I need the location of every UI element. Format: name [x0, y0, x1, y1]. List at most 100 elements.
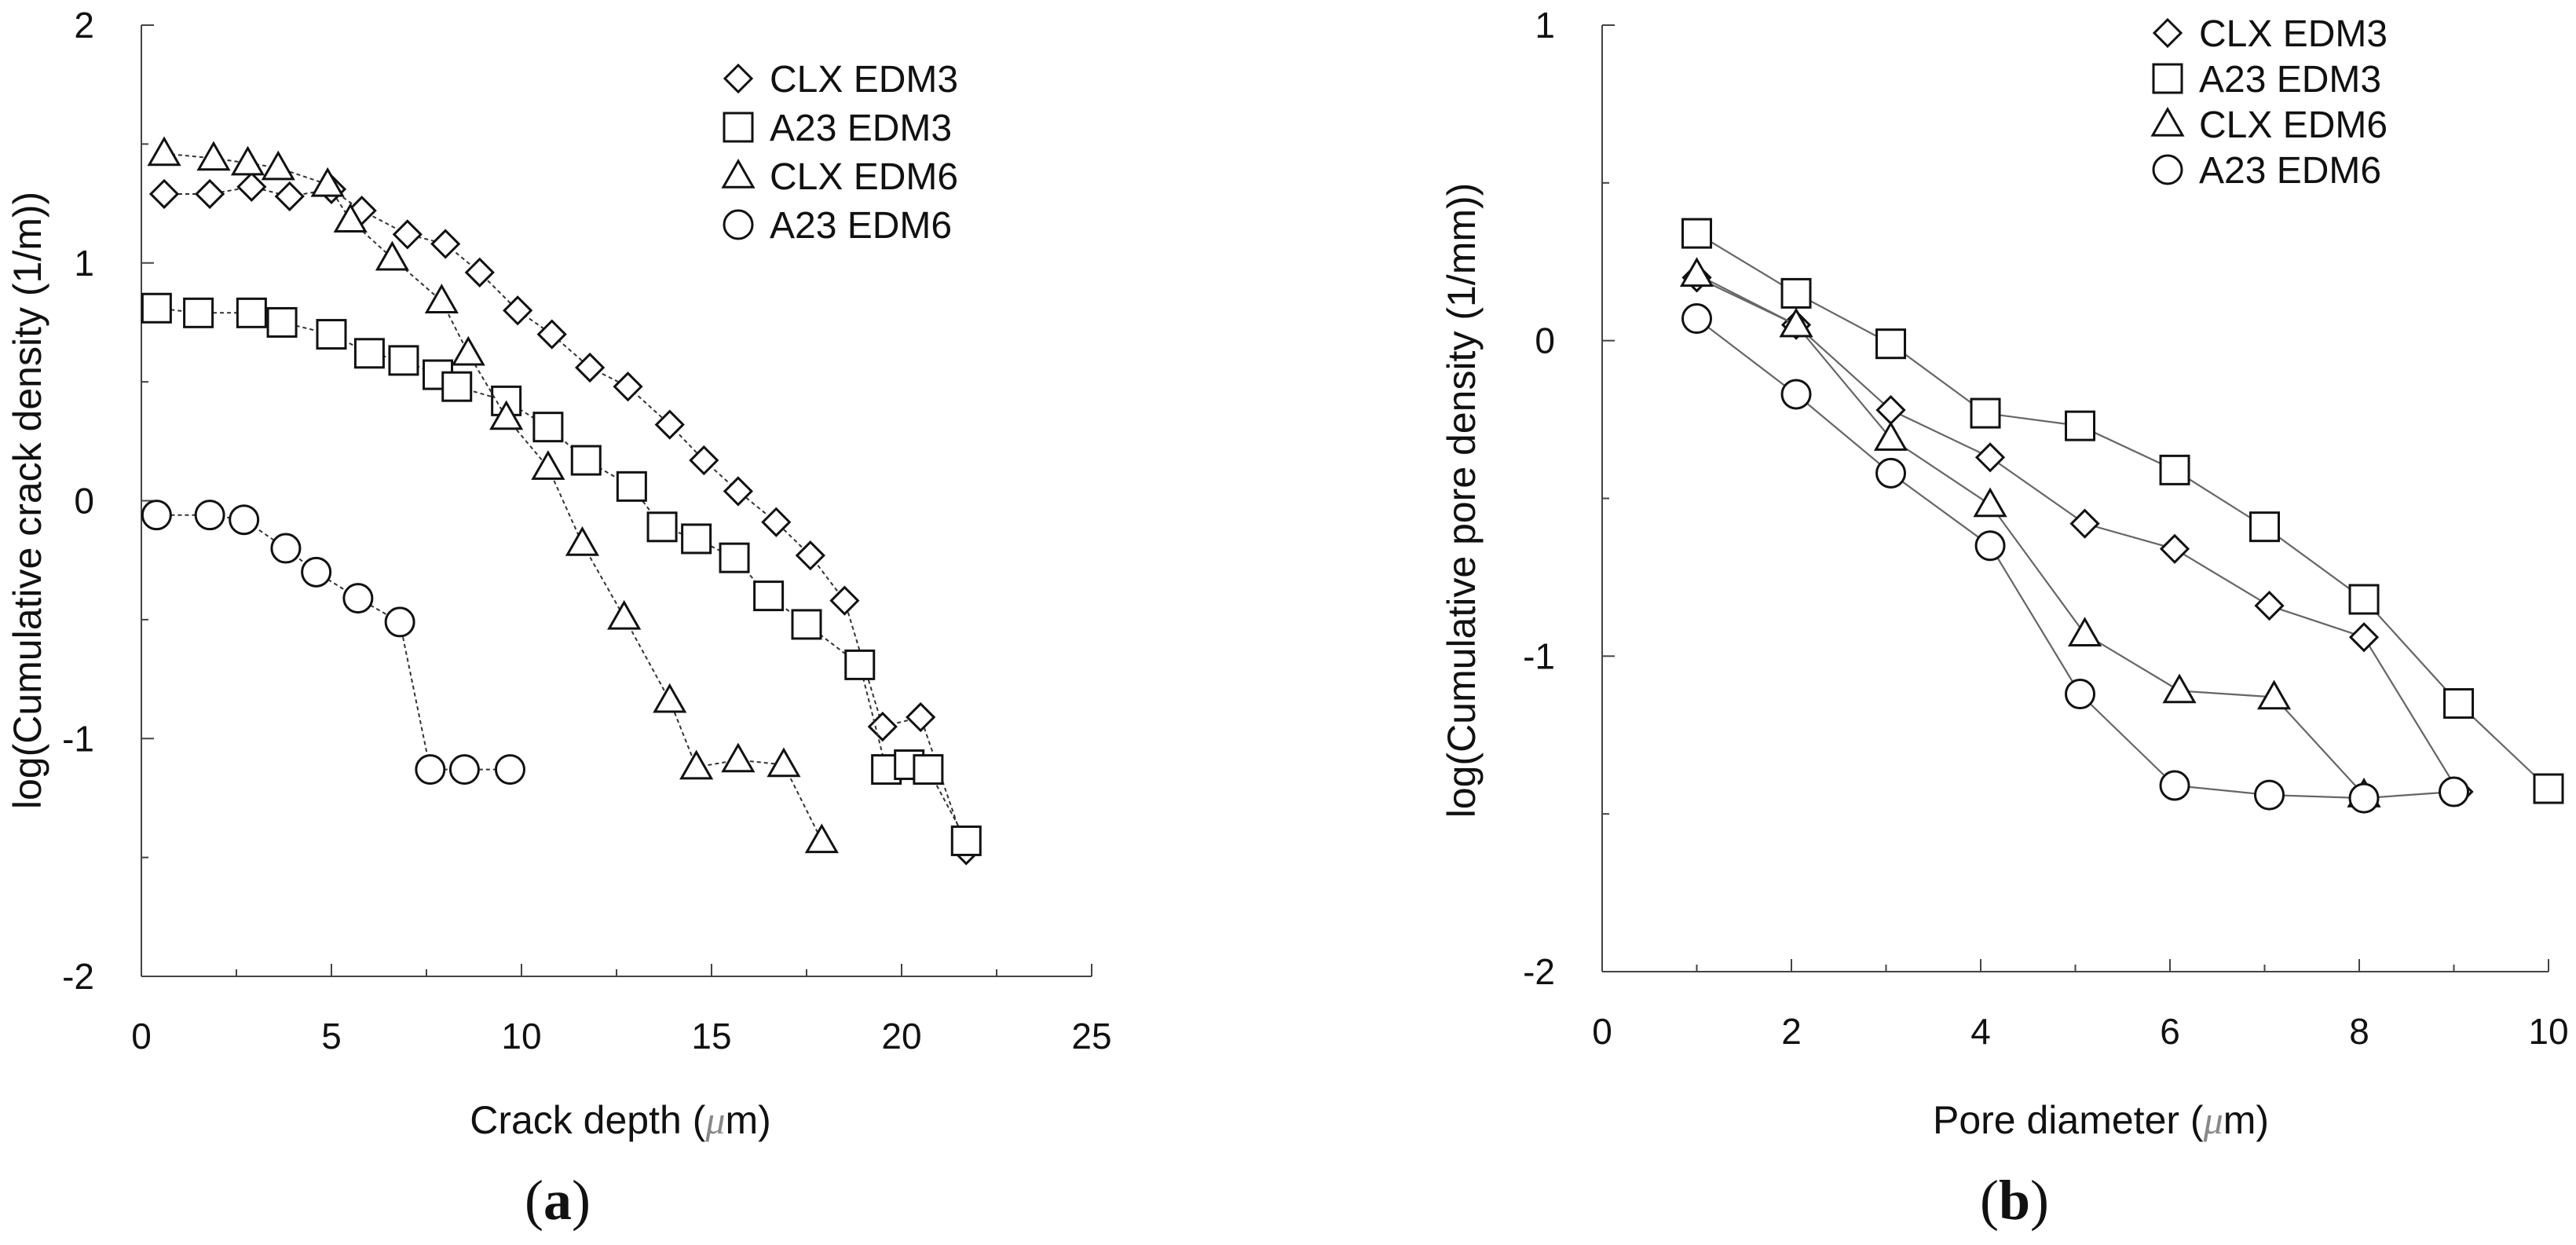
- panel-a-point-clx-edm3: [906, 701, 936, 733]
- panel-b-legend-label: CLX EDM3: [2199, 13, 2388, 55]
- panel-b-point-clx-edm6: [2162, 673, 2197, 704]
- panel-a-point-clx-edm3: [148, 178, 180, 210]
- panel-b-point-a23-edm3: [2443, 688, 2475, 720]
- panel-b-point-a23-edm6: [1875, 457, 1907, 489]
- panel-b-legend-marker-clx-edm3: [2152, 17, 2183, 49]
- panel-b-point-clx-edm6: [1873, 421, 1908, 451]
- panel-b-x-tick-label: 0: [1592, 1011, 1612, 1052]
- panel-b-point-clx-edm3: [2069, 508, 2100, 539]
- panel-a-point-clx-edm6: [679, 749, 714, 780]
- panel-b-point-clx-edm6: [2256, 679, 2292, 710]
- panel-b-point-a23-edm3: [2249, 511, 2280, 543]
- panel-a-point-a23-edm3: [388, 345, 419, 376]
- panel-b-point-clx-edm3: [1974, 442, 2006, 473]
- panel-b-series-line-a23-edm3: [1696, 233, 2549, 789]
- panel-a-point-clx-edm3: [574, 352, 606, 383]
- panel-a-x-axis-label: Crack depth (μm): [470, 1098, 771, 1142]
- panel-a-series-line-a23-edm3: [156, 307, 968, 841]
- panel-a-series-clx-edm6: [147, 136, 839, 854]
- panel-a-point-a23-edm3: [950, 825, 982, 856]
- panel-b-legend-marker-clx-edm6: [2150, 106, 2185, 137]
- panel-a-legend-item-clx-edm6: CLX EDM6: [721, 156, 958, 198]
- panel-a-point-clx-edm6: [147, 136, 181, 167]
- panel-a-legend-label: A23 EDM3: [770, 108, 952, 149]
- panel-a-legend-marker-a23-edm6: [723, 209, 754, 240]
- panel-b-y-axis-label: log(Cumulative pore density (1/mm)): [1440, 183, 1484, 818]
- panel-a-point-clx-edm3: [464, 257, 495, 287]
- panel-a-y-tick-label: 1: [74, 243, 94, 284]
- panel-b-point-a23-edm6: [1780, 379, 1812, 410]
- panel-a-point-clx-edm3: [236, 171, 267, 202]
- panel-a-point-clx-edm6: [804, 823, 839, 854]
- panel-b-point-a23-edm6: [2159, 770, 2190, 801]
- panel-a-point-clx-edm6: [489, 400, 524, 430]
- panel-b-point-clx-edm6: [1679, 257, 1714, 287]
- panel-a-x-tick-label: 0: [131, 1016, 152, 1056]
- panel-b-x-tick-label: 6: [2160, 1011, 2180, 1052]
- panel-a-legend: CLX EDM3 A23 EDM3 CLX EDM6 A23 EDM6: [721, 59, 958, 247]
- panel-a-series-line-clx-edm3: [164, 185, 968, 851]
- panel-a-legend-marker-a23-edm3: [723, 112, 754, 143]
- panel-a-point-clx-edm6: [333, 203, 368, 233]
- panel-b-point-a23-edm3: [1681, 218, 1712, 249]
- panel-b-point-a23-edm6: [2065, 679, 2096, 710]
- panel-a-point-clx-edm6: [424, 284, 459, 313]
- panel-b-legend-marker-a23-edm6: [2152, 154, 2183, 185]
- panel-b-point-clx-edm6: [1779, 307, 1813, 338]
- panel-a-y-axis-label: log(Cumulative crack density (1/m)): [5, 192, 49, 809]
- panel-a-plot-area: [141, 136, 982, 866]
- panel-a-point-clx-edm3: [392, 219, 423, 250]
- panel-a-caption: (a): [525, 1169, 591, 1232]
- panel-a-point-clx-edm6: [451, 335, 485, 366]
- panel-a-legend-label: A23 EDM6: [770, 205, 952, 247]
- panel-a-point-clx-edm3: [723, 476, 754, 507]
- panel-b-point-clx-edm6: [2067, 617, 2102, 646]
- panel-a-point-a23-edm3: [646, 511, 678, 543]
- panel-b-point-a23-edm6: [1681, 303, 1712, 335]
- panel-a-series-line-clx-edm6: [163, 152, 823, 841]
- panel-b-x-tick-label: 8: [2349, 1011, 2369, 1052]
- panel-a-point-clx-edm6: [375, 240, 410, 271]
- panel-a-point-a23-edm3: [236, 297, 267, 328]
- panel-a-y-tick-label: 2: [74, 5, 94, 46]
- panel-a-series-line-a23-edm6: [156, 514, 510, 771]
- panel-a-point-clx-edm3: [194, 178, 225, 210]
- panel-a-x-tick-label: 10: [501, 1016, 541, 1056]
- panel-b-point-a23-edm3: [2159, 454, 2190, 485]
- panel-a-legend-label: CLX EDM3: [770, 59, 958, 101]
- panel-a-y-tick-label: -2: [62, 956, 94, 997]
- panel-b-legend-item-clx-edm6: CLX EDM6: [2150, 104, 2388, 146]
- panel-b-point-a23-edm3: [2065, 410, 2096, 441]
- panel-b-legend-item-clx-edm3: CLX EDM3: [2152, 13, 2388, 55]
- panel-b-x-tick-label: 10: [2528, 1011, 2568, 1052]
- panel-a-point-clx-edm6: [767, 747, 801, 778]
- panel-a-point-a23-edm6: [141, 500, 172, 531]
- panel-a-point-clx-edm6: [653, 683, 687, 713]
- panel-b-point-a23-edm3: [2533, 773, 2564, 804]
- panel-a-point-a23-edm3: [316, 319, 347, 350]
- panel-a-point-a23-edm3: [616, 471, 647, 502]
- panel-a-legend-item-clx-edm3: CLX EDM3: [723, 59, 958, 101]
- panel-a-point-a23-edm3: [266, 306, 298, 338]
- panel-a-point-clx-edm3: [654, 409, 685, 440]
- panel-b-plot-area: [1679, 218, 2564, 814]
- panel-b-y-tick-label: -1: [1523, 635, 1555, 676]
- panel-a-point-a23-edm3: [791, 609, 822, 640]
- panel-b-x-tick-label: 4: [1970, 1011, 1991, 1052]
- panel-a-x-tick-label: 15: [691, 1016, 731, 1056]
- panel-a-y-tick-label: 0: [74, 481, 94, 522]
- panel-a-x-tick-label: 25: [1071, 1016, 1111, 1056]
- panel-b-legend-label: A23 EDM3: [2199, 59, 2381, 101]
- panel-a-point-clx-edm3: [430, 229, 461, 259]
- panel-b-point-a23-edm6: [2348, 782, 2380, 814]
- panel-a-point-clx-edm3: [761, 507, 792, 537]
- panel-a-point-a23-edm6: [384, 606, 415, 638]
- panel-a-legend-label: CLX EDM6: [770, 156, 958, 198]
- panel-b-point-a23-edm3: [1970, 397, 2001, 429]
- panel-b-caption: (b): [1980, 1169, 2049, 1232]
- panel-a-point-a23-edm3: [441, 371, 473, 402]
- panel-a-point-clx-edm3: [795, 540, 825, 571]
